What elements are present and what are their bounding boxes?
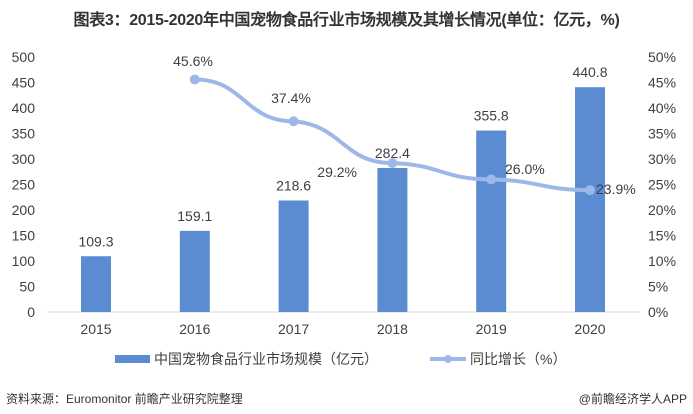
- right-axis-tick: 15%: [648, 228, 676, 244]
- growth-point: [486, 174, 497, 185]
- right-axis-tick: 20%: [648, 202, 676, 218]
- bar: [179, 230, 210, 312]
- right-axis-tick: 10%: [648, 253, 676, 269]
- bar: [81, 256, 111, 312]
- bar-value-label: 109.3: [78, 233, 113, 249]
- right-axis-tick: 0%: [648, 304, 668, 320]
- legend-bar-swatch: [115, 355, 150, 363]
- chart-title: 图表3：2015-2020年中国宠物食品行业市场规模及其增长情况(单位：亿元，%…: [73, 12, 620, 29]
- x-axis-tick: 2019: [476, 321, 507, 337]
- legend-line-label: 同比增长（%）: [470, 351, 566, 367]
- bar: [476, 130, 507, 312]
- right-axis-tick: 45%: [648, 75, 676, 91]
- growth-value-label: 45.6%: [173, 53, 213, 69]
- right-axis-tick: 25%: [648, 177, 676, 193]
- growth-value-label: 37.4%: [271, 90, 311, 106]
- right-axis-tick: 5%: [648, 279, 668, 295]
- left-axis-tick: 200: [12, 202, 36, 218]
- source-note: 资料来源：Euromonitor 前瞻产业研究院整理: [6, 392, 243, 406]
- left-axis-tick: 450: [12, 75, 36, 91]
- right-axis-tick: 30%: [648, 151, 676, 167]
- x-axis-tick: 2017: [278, 321, 309, 337]
- growth-point: [387, 158, 398, 169]
- left-axis-tick: 50: [19, 279, 35, 295]
- left-axis-tick: 100: [12, 253, 36, 269]
- right-axis-tick: 50%: [648, 49, 676, 65]
- growth-value-label: 26.0%: [505, 161, 545, 177]
- bar: [575, 87, 605, 312]
- bar-value-label: 355.8: [474, 108, 509, 124]
- bar-value-label: 159.1: [177, 208, 212, 224]
- bar-value-label: 440.8: [572, 64, 607, 80]
- left-axis-tick: 500: [12, 49, 36, 65]
- growth-value-label: 23.9%: [596, 181, 636, 197]
- bar-value-label: 218.6: [276, 178, 311, 194]
- left-axis-tick: 400: [12, 100, 36, 116]
- growth-point: [288, 116, 299, 127]
- growth-point: [189, 74, 200, 85]
- left-axis-tick: 300: [12, 151, 36, 167]
- bar-value-label: 282.4: [375, 145, 410, 161]
- right-axis-tick: 40%: [648, 100, 676, 116]
- growth-point: [585, 185, 595, 196]
- left-axis-tick: 250: [12, 177, 36, 193]
- x-axis-tick: 2015: [80, 321, 111, 337]
- brand-watermark: @前瞻经济学人APP: [578, 392, 687, 406]
- x-axis-tick: 2018: [377, 321, 408, 337]
- bar: [377, 167, 408, 312]
- legend-line-marker: [444, 355, 452, 363]
- left-axis-tick: 350: [12, 126, 36, 142]
- growth-value-label: 29.2%: [317, 164, 357, 180]
- left-axis-tick: 150: [12, 228, 36, 244]
- bar: [278, 200, 309, 312]
- left-axis-tick: 0: [27, 304, 35, 320]
- right-axis-tick: 35%: [648, 126, 676, 142]
- x-axis-tick: 2020: [574, 321, 605, 337]
- x-axis-tick: 2016: [179, 321, 210, 337]
- legend-bar-label: 中国宠物食品行业市场规模（亿元）: [154, 351, 378, 367]
